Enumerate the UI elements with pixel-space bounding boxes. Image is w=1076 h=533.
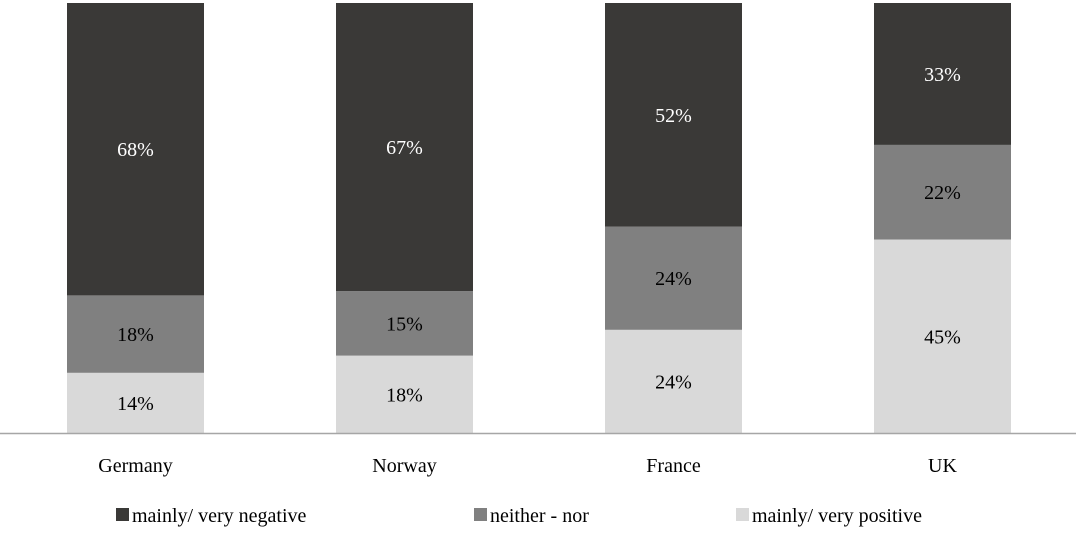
data-label-germany-mainly-very-positive: 14% — [117, 393, 154, 415]
data-label-norway-neither-nor: 15% — [386, 313, 423, 335]
category-label-france: France — [646, 455, 701, 477]
bar-segment-germany-mainly-very-positive — [67, 372, 204, 433]
bar-segment-germany-neither-nor — [67, 295, 204, 373]
legend-label-mainly-very-positive: mainly/ very positive — [752, 505, 922, 527]
legend-label-neither-nor: neither - nor — [490, 505, 589, 527]
legend-swatch-mainly-very-positive — [736, 508, 749, 521]
category-labels: Germany Norway France UK — [98, 455, 957, 477]
data-label-uk-mainly-very-positive: 45% — [924, 326, 961, 348]
legend-swatch-mainly-very-negative — [116, 508, 129, 521]
legend: mainly/ very negative neither - nor mainly… — [116, 505, 922, 527]
bar-segment-norway-neither-nor — [336, 291, 473, 356]
legend-swatch-neither-nor — [474, 508, 487, 521]
data-label-uk-neither-nor: 22% — [924, 182, 961, 204]
data-label-france-mainly-very-negative: 52% — [655, 105, 692, 127]
bar-segment-france-mainly-very-positive — [605, 329, 742, 433]
category-label-norway: Norway — [372, 455, 436, 477]
bar-segment-germany-mainly-very-negative — [67, 3, 204, 296]
legend-label-mainly-very-negative: mainly/ very negative — [132, 505, 307, 527]
data-label-norway-mainly-very-negative: 67% — [386, 137, 423, 159]
bar-segment-norway-mainly-very-negative — [336, 3, 473, 292]
bar-segment-uk-mainly-very-positive — [874, 239, 1011, 433]
bar-segment-uk-mainly-very-negative — [874, 3, 1011, 145]
bar-segment-uk-neither-nor — [874, 144, 1011, 240]
bar-segment-france-neither-nor — [605, 226, 742, 330]
category-label-uk: UK — [928, 455, 957, 477]
category-label-germany: Germany — [98, 455, 172, 477]
bar-segment-france-mainly-very-negative — [605, 3, 742, 227]
bars-layer: 14% 18% 68% 18% 15% 67% 24% 24% 52% 45% 22% 33% — [67, 3, 1011, 433]
data-label-norway-mainly-very-positive: 18% — [386, 384, 423, 406]
data-label-uk-mainly-very-negative: 33% — [924, 64, 961, 86]
data-label-france-mainly-very-positive: 24% — [655, 371, 692, 393]
data-label-germany-mainly-very-negative: 68% — [117, 139, 154, 161]
bar-segment-norway-mainly-very-positive — [336, 355, 473, 433]
data-label-germany-neither-nor: 18% — [117, 324, 154, 346]
data-label-france-neither-nor: 24% — [655, 268, 692, 290]
